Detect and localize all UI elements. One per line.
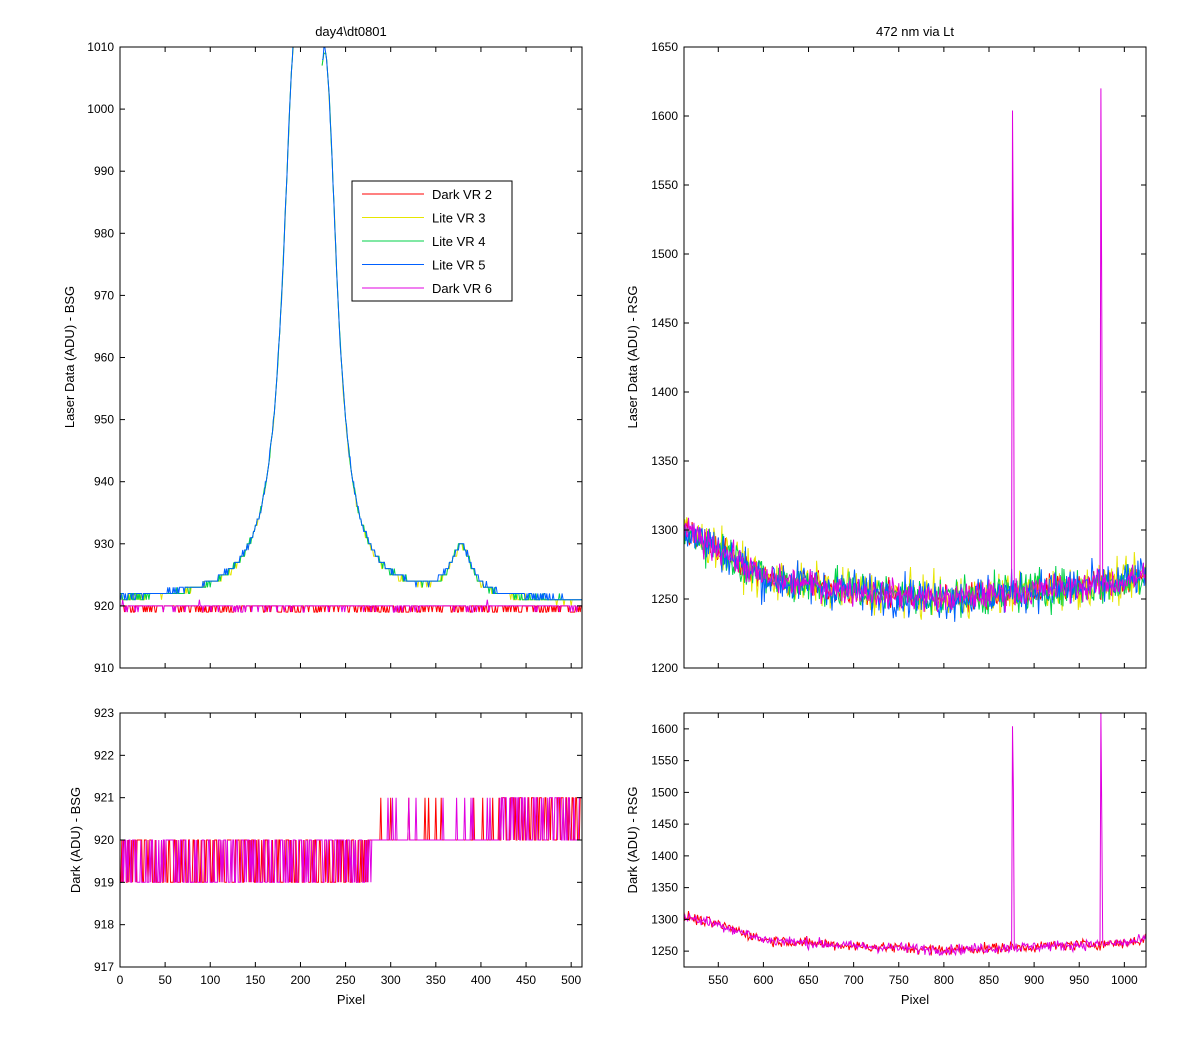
y-tick-label: 1450 (651, 316, 678, 330)
chart-dark-rsg: Dark (ADU) - RSG Pixel 550 600 650 700 750 80… (625, 712, 1147, 1007)
y-tick-label: 1550 (651, 754, 678, 768)
y-axis-label-dark-rsg: Dark (ADU) - RSG (625, 787, 640, 894)
y-tick-label: 920 (94, 599, 114, 613)
plot-area (684, 713, 1146, 967)
legend-entry: Dark VR 2 (432, 187, 492, 202)
y-tick-label: 1500 (651, 785, 678, 799)
y-tick-label: 990 (94, 164, 114, 178)
y-tick-label: 917 (94, 960, 114, 974)
y-tick-label: 920 (94, 833, 114, 847)
series-line-dark-vr-6 (120, 599, 582, 613)
y-tick-label: 923 (94, 706, 114, 720)
y-tick-label: 950 (94, 413, 114, 427)
y-axis-label-dark-bsg: Dark (ADU) - BSG (68, 787, 83, 893)
y-tick-label: 1500 (651, 247, 678, 261)
x-tick-label: 750 (889, 973, 909, 987)
y-tick-label: 922 (94, 748, 114, 762)
x-tick-label: 550 (708, 973, 728, 987)
x-tick-label: 50 (158, 973, 172, 987)
legend: Dark VR 2 Lite VR 3 Lite VR 4 Lite VR 5 Dark… (351, 180, 513, 302)
y-tick-label: 1010 (87, 40, 114, 54)
y-tick-label: 1350 (651, 881, 678, 895)
y-tick-label: 1550 (651, 178, 678, 192)
y-tick-label: 960 (94, 351, 114, 365)
legend-entry: Lite VR 4 (432, 234, 485, 249)
x-tick-label: 500 (561, 973, 581, 987)
x-tick-label: 650 (799, 973, 819, 987)
y-tick-label: 1400 (651, 849, 678, 863)
y-tick-label: 1350 (651, 454, 678, 468)
series-line-lite-vr-5 (120, 47, 582, 601)
x-tick-label: 700 (844, 973, 864, 987)
x-tick-label: 250 (336, 973, 356, 987)
chart-laser-rsg: 472 nm via Lt Laser Data (ADU) - RSG 120… (625, 24, 1147, 675)
y-tick-label: 1000 (87, 102, 114, 116)
x-tick-label: 850 (979, 973, 999, 987)
y-tick-label: 1600 (651, 722, 678, 736)
x-tick-label: 400 (471, 973, 491, 987)
chart-dark-bsg: Dark (ADU) - BSG Pixel 0 50 100 150 200 250 30… (68, 706, 583, 1007)
y-tick-label: 940 (94, 475, 114, 489)
y-tick-label: 970 (94, 288, 114, 302)
x-tick-label: 600 (753, 973, 773, 987)
axes-frame (683, 46, 1147, 669)
x-tick-label: 950 (1069, 973, 1089, 987)
x-tick-label: 0 (117, 973, 124, 987)
y-tick-label: 1600 (651, 109, 678, 123)
x-tick-label: 800 (934, 973, 954, 987)
x-tick-label: 450 (516, 973, 536, 987)
chart-laser-bsg: day4\dt0801 Laser Data (ADU) - BSG 910 92… (62, 24, 583, 675)
series-line-dark-vr-6 (684, 88, 1146, 613)
x-tick-label: 350 (426, 973, 446, 987)
y-tick-label: 918 (94, 918, 114, 932)
chart-title-laser-bsg: day4\dt0801 (315, 24, 387, 39)
x-tick-label: 900 (1024, 973, 1044, 987)
chart-title-laser-rsg: 472 nm via Lt (876, 24, 954, 39)
legend-entry: Lite VR 5 (432, 258, 485, 273)
y-tick-label: 919 (94, 875, 114, 889)
y-tick-label: 980 (94, 226, 114, 240)
x-tick-label: 300 (381, 973, 401, 987)
y-tick-label: 910 (94, 661, 114, 675)
y-tick-label: 1300 (651, 912, 678, 926)
x-tick-label: 150 (245, 973, 265, 987)
y-tick-label: 1450 (651, 817, 678, 831)
y-axis-label-laser-rsg: Laser Data (ADU) - RSG (625, 285, 640, 428)
plot-area (120, 47, 582, 668)
x-tick-label: 1000 (1111, 973, 1138, 987)
y-tick-label: 930 (94, 537, 114, 551)
axes-frame (683, 712, 1147, 968)
legend-entry: Lite VR 3 (432, 211, 485, 226)
y-tick-label: 1650 (651, 40, 678, 54)
x-axis-label-dark-bsg: Pixel (337, 992, 365, 1007)
y-tick-label: 1400 (651, 385, 678, 399)
x-tick-label: 100 (200, 973, 220, 987)
series-line-dark-vr-6 (120, 797, 582, 883)
y-tick-label: 921 (94, 791, 114, 805)
x-axis-label-dark-rsg: Pixel (901, 992, 929, 1007)
y-tick-label: 1300 (651, 523, 678, 537)
x-tick-label: 200 (290, 973, 310, 987)
legend-entry: Dark VR 6 (432, 281, 492, 296)
y-tick-label: 1200 (651, 661, 678, 675)
series-line-dark-vr-6 (684, 713, 1146, 957)
y-tick-label: 1250 (651, 592, 678, 606)
y-tick-label: 1250 (651, 944, 678, 958)
y-axis-label-laser-bsg: Laser Data (ADU) - BSG (62, 286, 77, 428)
